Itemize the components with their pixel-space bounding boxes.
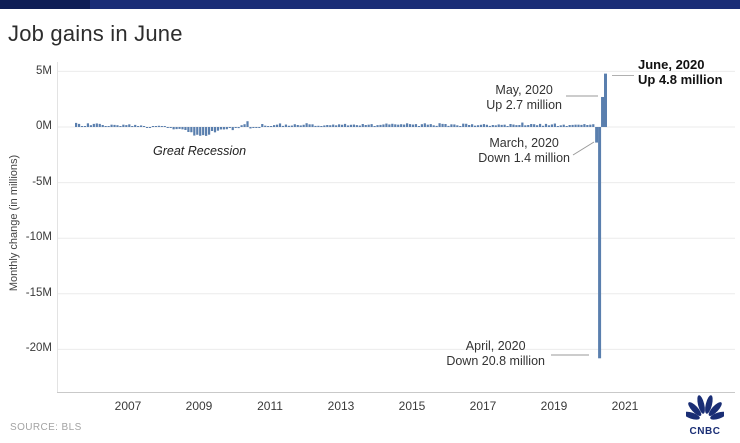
annotation-april-2020: April, 2020 Down 20.8 million bbox=[446, 339, 545, 368]
y-axis-title: Monthly change (in millions) bbox=[8, 154, 20, 292]
page-title: Job gains in June bbox=[8, 21, 183, 46]
annotation-april-line1: April, 2020 bbox=[465, 339, 526, 353]
x-tick-2013: 2013 bbox=[327, 399, 355, 413]
annotation-march-line1: March, 2020 bbox=[489, 136, 559, 150]
annotation-may-2020: May, 2020 Up 2.7 million bbox=[486, 83, 562, 112]
x-tick-2015: 2015 bbox=[398, 399, 426, 413]
y-tick-5m: 5M bbox=[36, 64, 52, 77]
axis-lines bbox=[57, 62, 735, 393]
annotation-march-line2: Down 1.4 million bbox=[478, 150, 570, 165]
x-tick-2009: 2009 bbox=[185, 399, 213, 413]
annotation-june-line2: Up 4.8 million bbox=[638, 72, 723, 87]
gridlines bbox=[57, 70, 735, 350]
x-tick-2017: 2017 bbox=[469, 399, 497, 413]
annotation-great-recession: Great Recession bbox=[153, 144, 247, 158]
x-tick-2011: 2011 bbox=[257, 399, 283, 413]
y-tick-n5m: -5M bbox=[32, 175, 52, 188]
x-tick-2019: 2019 bbox=[540, 399, 568, 413]
cnbc-peacock-icon: CNBC bbox=[683, 395, 727, 437]
annotation-may-line1: May, 2020 bbox=[495, 83, 553, 97]
top-accent-bar-dark-segment bbox=[0, 0, 90, 9]
y-tick-n15m: -15M bbox=[25, 286, 52, 299]
annotation-april-line2: Down 20.8 million bbox=[446, 353, 545, 368]
cnbc-wordmark: CNBC bbox=[690, 426, 721, 437]
y-tick-n20m: -20M bbox=[25, 342, 52, 355]
annotation-march-2020: March, 2020 Down 1.4 million bbox=[478, 136, 570, 165]
x-tick-2021: 2021 bbox=[611, 399, 639, 413]
cnbc-logo: CNBC bbox=[683, 391, 727, 442]
source-attribution: SOURCE: BLS bbox=[10, 422, 82, 433]
x-tick-2007: 2007 bbox=[114, 399, 142, 413]
monthly-change-bars bbox=[75, 73, 607, 359]
annotation-leader-lines bbox=[551, 75, 634, 356]
annotation-june-2020: June, 2020 Up 4.8 million bbox=[638, 57, 723, 87]
y-tick-n10m: -10M bbox=[25, 231, 52, 244]
annotation-june-line1: June, 2020 bbox=[638, 57, 705, 72]
annotation-may-line2: Up 2.7 million bbox=[486, 97, 562, 112]
top-accent-bar bbox=[0, 0, 740, 9]
y-tick-0m: 0M bbox=[36, 120, 52, 132]
